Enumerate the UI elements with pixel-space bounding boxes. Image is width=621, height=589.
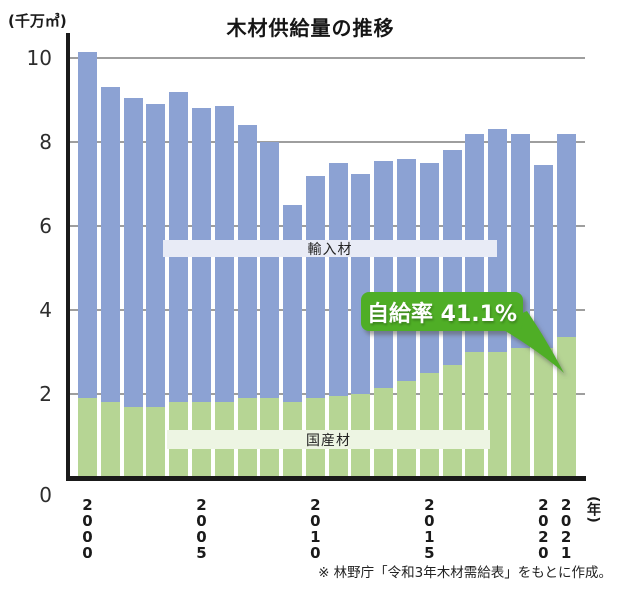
bar-domestic-2002 bbox=[123, 406, 143, 478]
y-axis-unit-label: (千万㎥) bbox=[8, 12, 67, 30]
bar-domestic-2021 bbox=[556, 337, 576, 478]
x-axis-baseline bbox=[66, 476, 586, 481]
bar-imported-2003 bbox=[146, 104, 166, 407]
bar-domestic-2020 bbox=[533, 347, 553, 478]
bar-imported-2021 bbox=[556, 133, 576, 338]
chart-title: 木材供給量の推移 bbox=[226, 16, 395, 40]
y-axis-line bbox=[66, 33, 70, 481]
x-tick-2021: 2021 bbox=[557, 496, 576, 560]
bar-imported-2008 bbox=[260, 142, 280, 399]
bar-domestic-2014 bbox=[397, 381, 417, 478]
legend-band-domestic: 国産材 bbox=[167, 430, 490, 449]
y-tick-8: 8 bbox=[39, 130, 52, 154]
callout-label: 自給率 41.1% bbox=[367, 301, 517, 327]
bar-imported-2011 bbox=[328, 163, 348, 397]
legend-label-domestic: 国産材 bbox=[306, 432, 351, 449]
bar-domestic-2015 bbox=[419, 373, 439, 478]
bar-imported-2010 bbox=[305, 175, 325, 399]
y-tick-6: 6 bbox=[39, 214, 52, 238]
bar-imported-2002 bbox=[123, 97, 143, 407]
x-tick-2020: 2020 bbox=[534, 496, 553, 560]
bar-domestic-2019 bbox=[511, 347, 530, 478]
y-tick-0: 0 bbox=[39, 483, 52, 507]
callout-bubble bbox=[361, 292, 564, 373]
bar-imported-2012 bbox=[351, 173, 371, 394]
gridline-4 bbox=[70, 309, 585, 311]
gridline-2 bbox=[70, 393, 585, 395]
bar-imported-2009 bbox=[283, 205, 303, 403]
source-footnote: ※ 林野庁「令和3年木材需給表」をもとに作成。 bbox=[318, 565, 612, 581]
gridline-8 bbox=[70, 141, 585, 143]
legend-label-imported: 輸入材 bbox=[307, 241, 353, 258]
x-tick-2015: 2015 bbox=[420, 496, 439, 560]
bar-imported-2001 bbox=[100, 87, 120, 403]
x-axis-unit-label: (年) bbox=[585, 496, 601, 523]
bar-imported-2007 bbox=[237, 125, 257, 399]
bar-domestic-2003 bbox=[146, 406, 166, 478]
x-tick-2005: 2005 bbox=[192, 496, 211, 560]
bar-domestic-2018 bbox=[488, 352, 508, 478]
y-tick-2: 2 bbox=[39, 382, 52, 406]
bar-domestic-2001 bbox=[100, 402, 120, 478]
bar-domestic-2000 bbox=[78, 398, 97, 478]
callout-box bbox=[361, 292, 523, 331]
gridline-10 bbox=[70, 57, 585, 59]
y-tick-4: 4 bbox=[39, 298, 52, 322]
y-tick-10: 10 bbox=[26, 46, 52, 70]
bar-imported-2020 bbox=[533, 165, 553, 348]
legend-band-imported: 輸入材 bbox=[163, 240, 497, 258]
gridline-6 bbox=[70, 225, 585, 227]
x-tick-2000: 2000 bbox=[78, 496, 97, 560]
bar-domestic-2016 bbox=[442, 364, 462, 478]
bar-imported-2000 bbox=[78, 51, 97, 399]
x-tick-2010: 2010 bbox=[306, 496, 325, 560]
